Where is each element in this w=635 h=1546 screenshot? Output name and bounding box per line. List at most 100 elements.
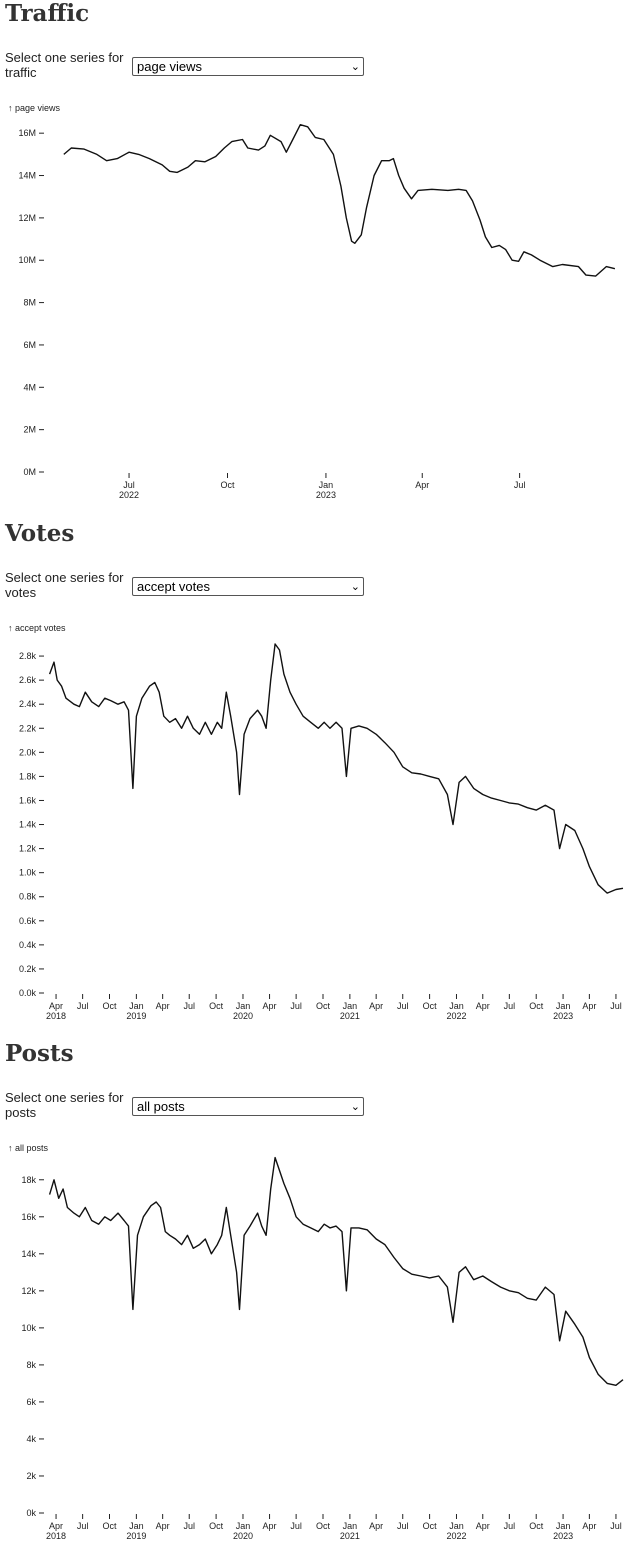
x-tick-label: Jul	[290, 1001, 302, 1011]
x-year-label: 2021	[340, 1531, 360, 1541]
x-year-label: 2020	[233, 1011, 253, 1021]
x-year-label: 2022	[446, 1531, 466, 1541]
x-tick-label: Oct	[423, 1521, 438, 1531]
x-year-label: 2023	[553, 1011, 573, 1021]
y-tick-label: 0M	[23, 467, 36, 477]
chevron-down-icon: ⌄	[350, 1101, 360, 1113]
x-year-label: 2022	[446, 1011, 466, 1021]
x-tick-label: Jan	[129, 1001, 144, 1011]
y-tick-label: 2.4k	[19, 699, 37, 709]
x-tick-label: Apr	[156, 1001, 170, 1011]
series-select[interactable]: accept votes ⌄	[132, 577, 364, 596]
y-tick-label: 8k	[26, 1360, 36, 1370]
x-tick-label: Oct	[102, 1001, 117, 1011]
x-tick-label: Jul	[183, 1001, 195, 1011]
x-tick-label: Apr	[263, 1001, 277, 1011]
x-tick-label: Jul	[610, 1521, 622, 1531]
votes-section: Votes Select one series for votes accept…	[0, 520, 635, 1040]
y-tick-label: 2.6k	[19, 675, 37, 685]
x-tick-label: Jul	[610, 1001, 622, 1011]
y-tick-label: 0.4k	[19, 940, 37, 950]
y-tick-label: 12M	[18, 213, 36, 223]
y-tick-label: 2.8k	[19, 651, 37, 661]
series-select-label: Select one series for posts	[5, 1090, 124, 1120]
x-tick-label: Oct	[529, 1001, 544, 1011]
y-tick-label: 2M	[23, 425, 36, 435]
x-tick-label: Jan	[343, 1521, 358, 1531]
x-tick-label: Jan	[556, 1521, 571, 1531]
y-tick-label: 18k	[21, 1175, 36, 1185]
x-tick-label: Apr	[49, 1001, 63, 1011]
x-tick-label: Jan	[319, 480, 334, 490]
series-select-label: Select one series for traffic	[5, 50, 124, 80]
series-line	[63, 124, 616, 277]
chevron-down-icon: ⌄	[350, 581, 360, 593]
x-year-label: 2023	[316, 490, 336, 500]
traffic-section: Traffic Select one series for traffic pa…	[0, 0, 635, 520]
series-select[interactable]: all posts ⌄	[132, 1097, 364, 1116]
y-tick-label: 8M	[23, 298, 36, 308]
series-select-value: all posts	[137, 1099, 185, 1114]
y-tick-label: 2k	[26, 1471, 36, 1481]
y-tick-label: 6M	[23, 340, 36, 350]
y-tick-label: 16M	[18, 128, 36, 138]
x-tick-label: Apr	[156, 1521, 170, 1531]
x-year-label: 2018	[46, 1531, 66, 1541]
x-tick-label: Apr	[49, 1521, 63, 1531]
x-tick-label: Apr	[369, 1521, 383, 1531]
x-tick-label: Apr	[415, 480, 429, 490]
section-title: Traffic	[5, 0, 90, 27]
x-tick-label: Apr	[582, 1001, 596, 1011]
x-tick-label: Jul	[504, 1521, 516, 1531]
y-tick-label: 14M	[18, 171, 36, 181]
y-tick-label: 14k	[21, 1249, 36, 1259]
x-tick-label: Oct	[220, 480, 235, 490]
x-tick-label: Jul	[397, 1521, 409, 1531]
x-tick-label: Oct	[102, 1521, 117, 1531]
x-tick-label: Jan	[129, 1521, 144, 1531]
x-year-label: 2021	[340, 1011, 360, 1021]
x-tick-label: Apr	[369, 1001, 383, 1011]
series-line	[48, 643, 624, 894]
x-tick-label: Jan	[236, 1521, 251, 1531]
series-select-label: Select one series for votes	[5, 570, 124, 600]
x-tick-label: Oct	[316, 1001, 331, 1011]
y-tick-label: 1.2k	[19, 844, 37, 854]
x-tick-label: Apr	[582, 1521, 596, 1531]
x-tick-label: Jul	[77, 1521, 89, 1531]
y-tick-label: 16k	[21, 1212, 36, 1222]
line-chart: ↑ all posts0k2k4k6k8k10k12k14k16k18kApr2…	[8, 1143, 624, 1541]
x-tick-label: Jul	[290, 1521, 302, 1531]
y-tick-label: 1.6k	[19, 795, 37, 805]
x-tick-label: Apr	[476, 1521, 490, 1531]
x-tick-label: Oct	[209, 1521, 224, 1531]
y-tick-label: 0.0k	[19, 988, 37, 998]
y-tick-label: 0.8k	[19, 892, 37, 902]
x-tick-label: Jan	[556, 1001, 571, 1011]
y-tick-label: 10M	[18, 255, 36, 265]
plot-area: ↑ all posts0k2k4k6k8k10k12k14k16k18kApr2…	[8, 1143, 624, 1541]
x-tick-label: Apr	[263, 1521, 277, 1531]
y-axis-label: ↑ page views	[8, 103, 61, 113]
series-select-value: page views	[137, 59, 203, 74]
x-tick-label: Jan	[343, 1001, 358, 1011]
y-tick-label: 1.4k	[19, 820, 37, 830]
x-tick-label: Jul	[183, 1521, 195, 1531]
x-tick-label: Jan	[236, 1001, 251, 1011]
x-year-label: 2022	[119, 490, 139, 500]
y-tick-label: 1.0k	[19, 868, 37, 878]
x-tick-label: Oct	[209, 1001, 224, 1011]
series-select[interactable]: page views ⌄	[132, 57, 364, 76]
x-tick-label: Apr	[476, 1001, 490, 1011]
x-year-label: 2023	[553, 1531, 573, 1541]
x-year-label: 2020	[233, 1531, 253, 1541]
series-select-value: accept votes	[137, 579, 210, 594]
section-title: Votes	[5, 520, 75, 547]
x-tick-label: Jan	[449, 1001, 464, 1011]
y-tick-label: 10k	[21, 1323, 36, 1333]
x-year-label: 2018	[46, 1011, 66, 1021]
x-year-label: 2019	[126, 1011, 146, 1021]
x-tick-label: Oct	[316, 1521, 331, 1531]
y-tick-label: 4M	[23, 382, 36, 392]
series-line	[48, 1156, 624, 1386]
